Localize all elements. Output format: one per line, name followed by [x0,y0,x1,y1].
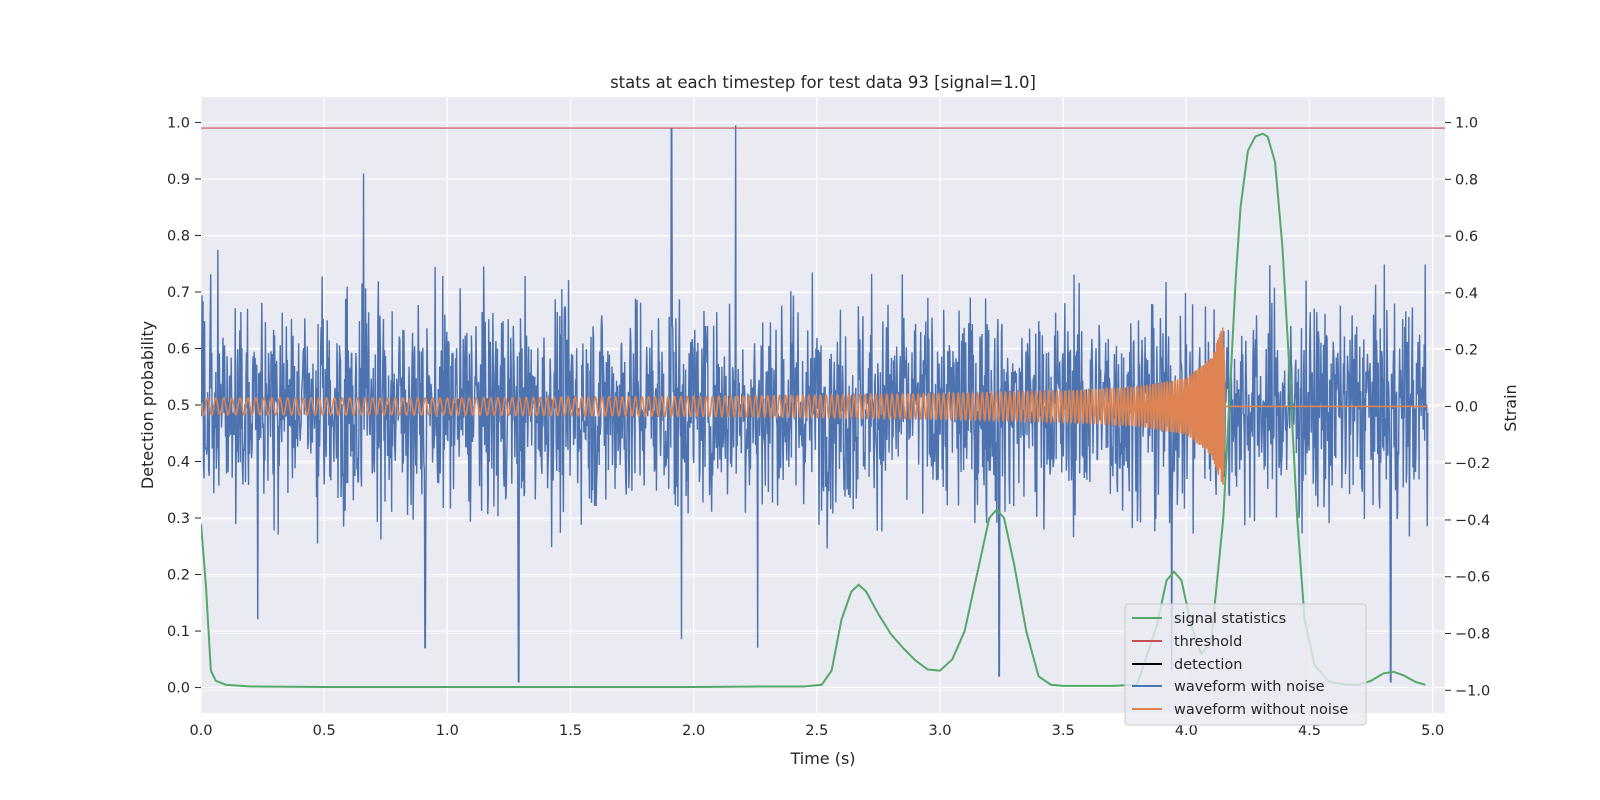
x-tick-label: 3.5 [1052,723,1075,739]
legend-label-threshold: threshold [1174,634,1242,650]
y-left-tick-label: 1.0 [167,115,190,131]
legend-label-detection: detection [1174,657,1242,673]
series-signal-statistics [201,132,1426,688]
y-axis-left: 0.0 0.1 0.2 0.3 0.4 0.5 0.6 0.7 0.8 0.9 1.0 [167,115,201,697]
x-tick-label: 3.0 [928,723,951,739]
x-tick-label: 0.5 [313,723,336,739]
y-right-tick-label: −0.8 [1455,627,1490,643]
y-right-tick-label: 1.0 [1455,116,1478,132]
y-right-tick-label: −0.6 [1455,570,1490,586]
y-right-tick-label: 0.6 [1455,229,1478,245]
legend: signal statistics threshold detection wa… [1124,603,1367,726]
x-axis: 0.0 0.5 1.0 1.5 2.0 2.5 3.0 3.5 4.0 4.5 5.0 [189,723,1444,739]
x-tick-label: 4.5 [1298,723,1321,739]
x-tick-label: 0.0 [189,723,212,739]
y-right-tick-label: 0.0 [1455,399,1478,415]
y-right-tick-label: −1.0 [1455,683,1490,699]
y-right-tick-label: 0.8 [1455,172,1478,188]
legend-label-signal-statistics: signal statistics [1174,611,1286,627]
y-right-tick-label: −0.4 [1455,513,1490,529]
x-tick-label: 2.0 [682,723,705,739]
x-tick-label: 2.5 [805,723,828,739]
x-tick-label: 5.0 [1421,723,1444,739]
legend-label-waveform-without-noise: waveform without noise [1174,702,1348,718]
chart-title: stats at each timestep for test data 93 … [610,73,1036,92]
y-left-tick-label: 0.3 [167,511,190,527]
legend-label-waveform-with-noise: waveform with noise [1174,679,1325,695]
x-tick-label: 1.0 [436,723,459,739]
y-left-tick-label: 0.5 [167,398,190,414]
y-left-tick-label: 0.1 [167,624,190,640]
x-axis-label: Time (s) [789,749,855,768]
y-left-tick-label: 0.9 [167,172,190,188]
legend-box [1124,603,1367,726]
y-right-tick-label: 0.2 [1455,343,1478,359]
y-left-tick-label: 0.6 [167,341,190,357]
y-left-tick-label: 0.4 [167,455,190,471]
x-tick-label: 1.5 [559,723,582,739]
y-right-tick-label: 0.4 [1455,286,1478,302]
y-left-tick-label: 0.0 [167,681,190,697]
y-axis-right: −1.0 −0.8 −0.6 −0.4 −0.2 0.0 0.2 0.4 0.6 0.8 1.0 [1445,116,1490,699]
y-left-tick-label: 0.8 [167,228,190,244]
y-left-tick-label: 0.7 [167,285,190,301]
series-layer [201,125,1445,688]
y-axis-right-label: Strain [1501,384,1520,431]
y-right-tick-label: −0.2 [1455,456,1490,472]
x-tick-label: 4.0 [1175,723,1198,739]
y-left-tick-label: 0.2 [167,568,190,584]
series-waveform-without-noise [201,327,1428,485]
y-axis-left-label: Detection probability [138,321,157,489]
